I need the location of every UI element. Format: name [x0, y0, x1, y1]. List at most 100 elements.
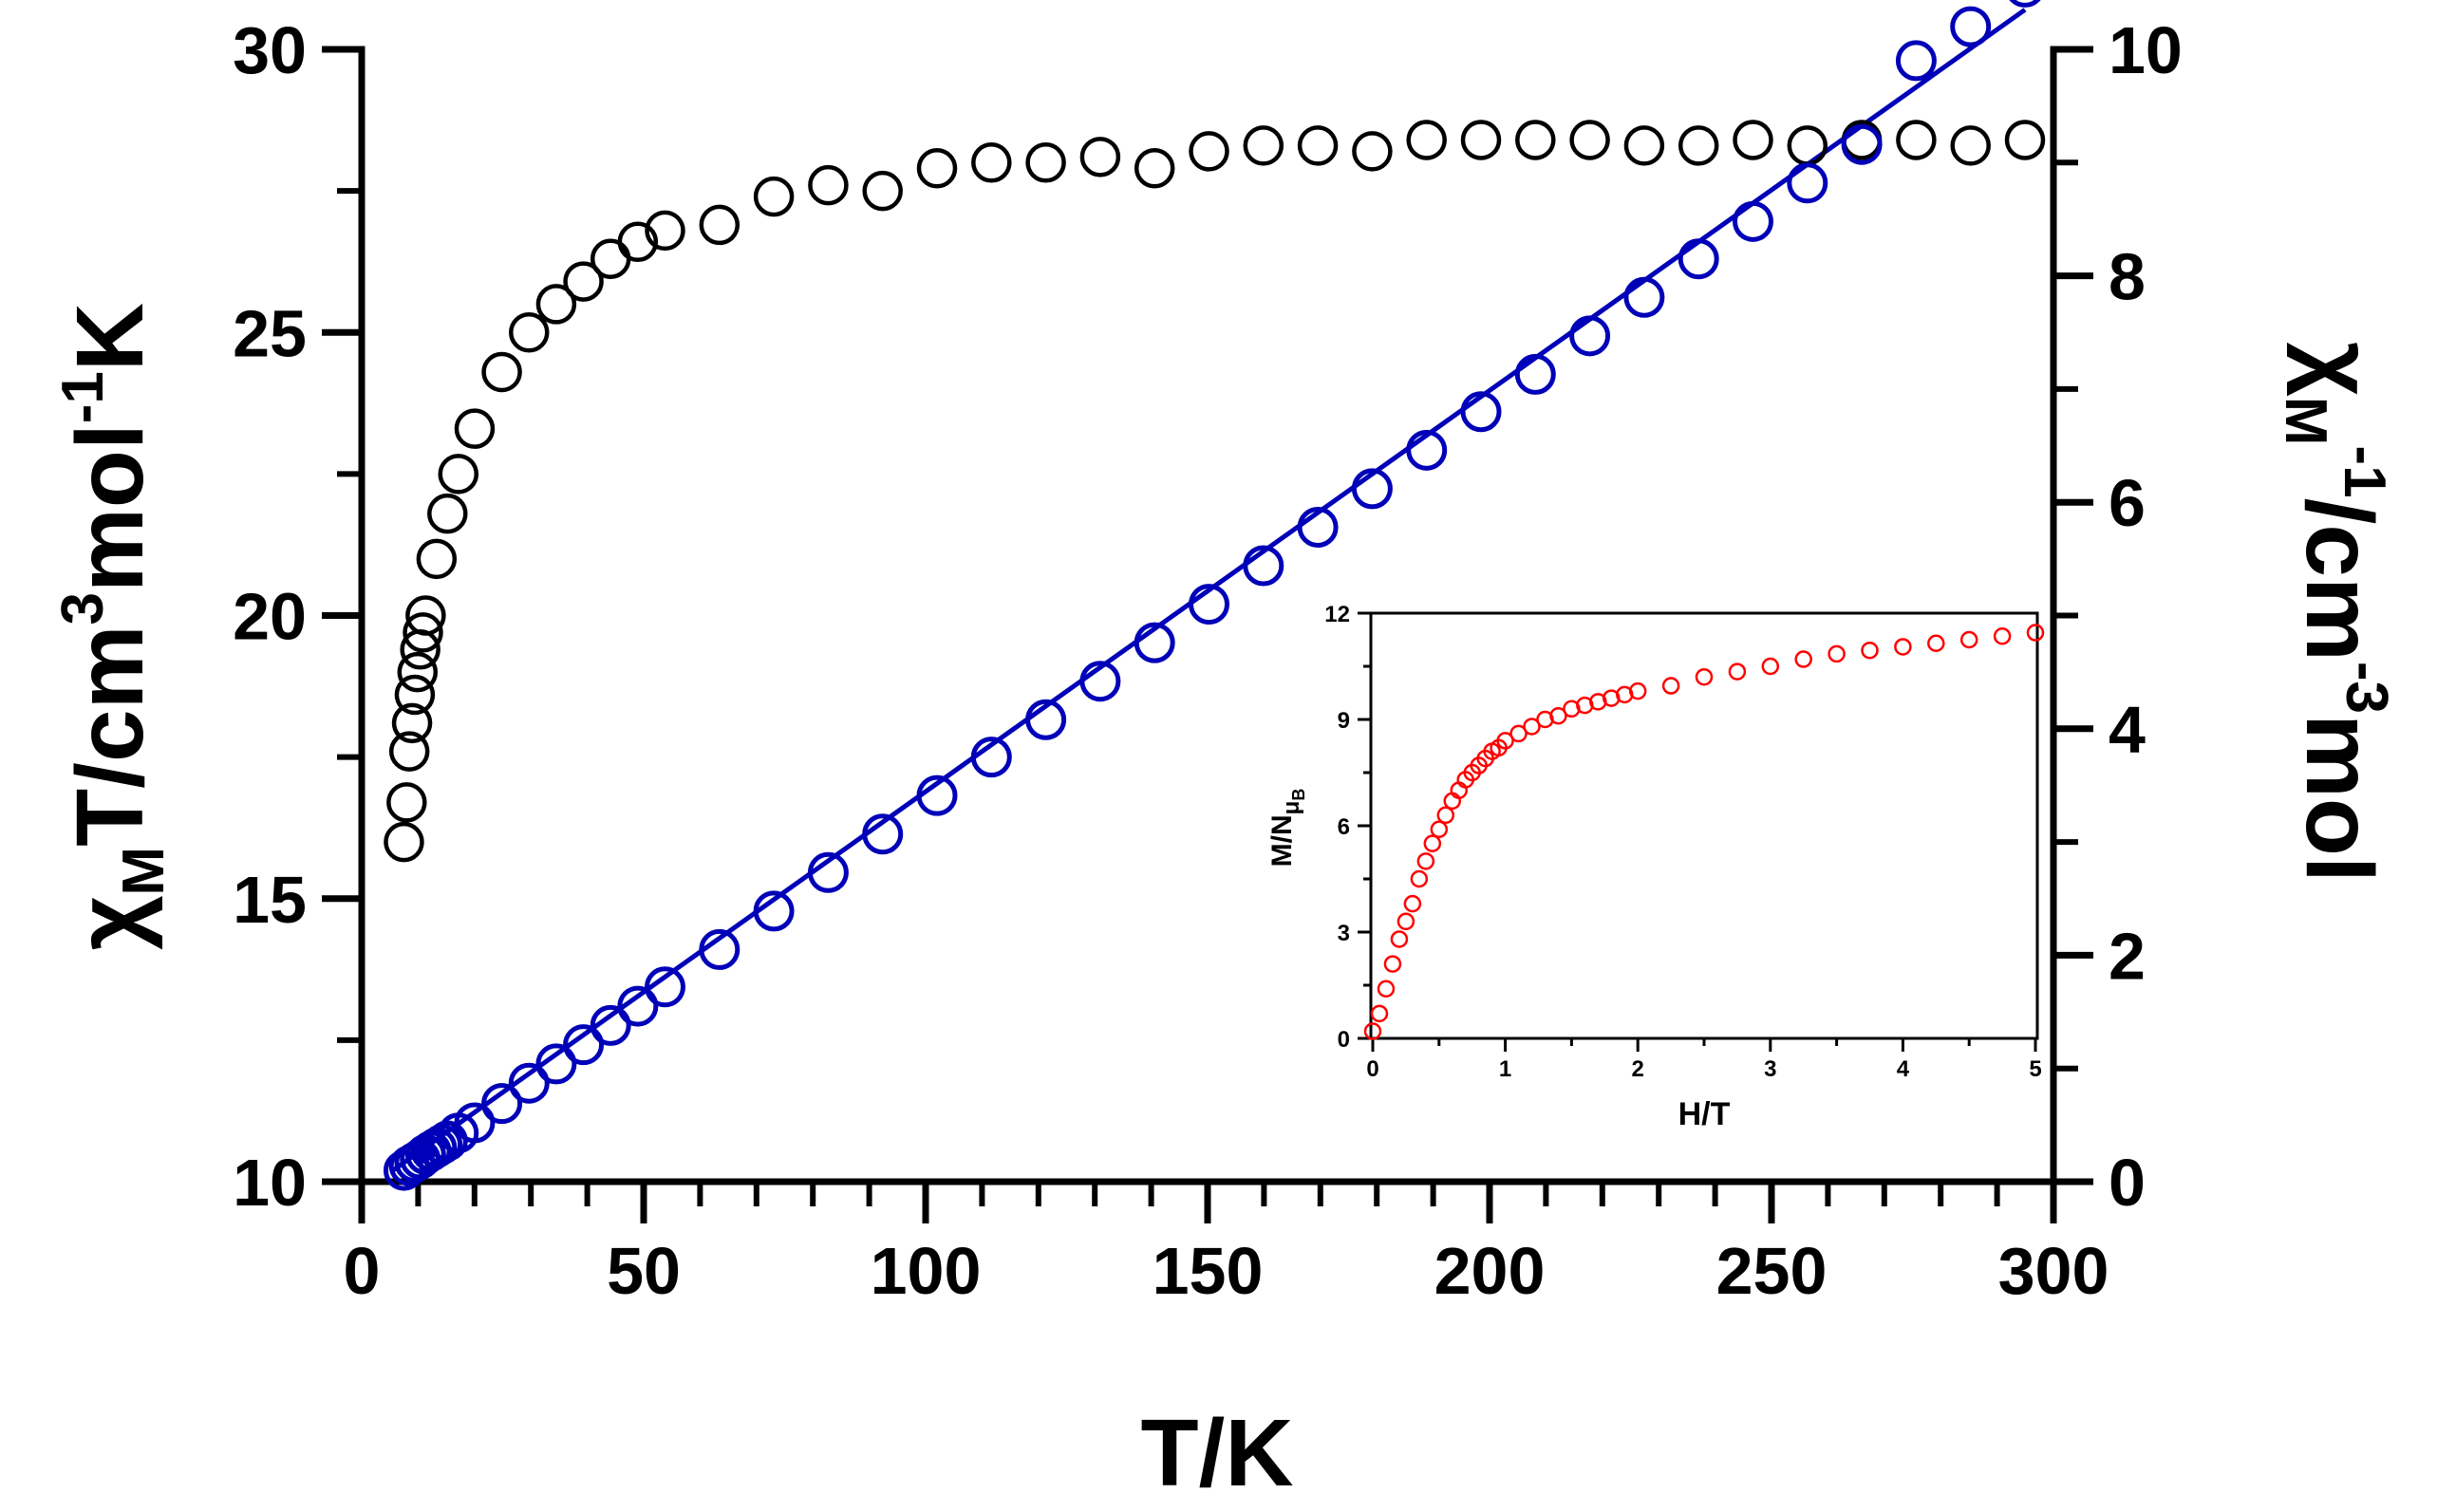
- inset-x-tick-label: 0: [1366, 1056, 1378, 1082]
- chimt-point: [1515, 120, 1556, 160]
- chimt-point: [403, 612, 443, 653]
- inset-x-axis-title: H/T: [1678, 1096, 1731, 1132]
- right-y-tick-label: 6: [2109, 466, 2146, 540]
- inset-magnetization-point: [1761, 657, 1780, 676]
- ylabel-left-sup1: 3: [50, 592, 116, 625]
- inset-x-tick-label: 1: [1499, 1056, 1511, 1082]
- chim-inverse-point: [590, 1004, 631, 1046]
- inset-x-tick-label: 5: [2029, 1056, 2041, 1082]
- chimt-point: [394, 674, 436, 716]
- chim-inverse-point: [1079, 661, 1121, 702]
- inset-x-tick-label: 4: [1897, 1056, 1910, 1082]
- left-y-tick-label: 25: [233, 296, 307, 370]
- chim-inverse-point: [416, 1127, 458, 1168]
- x-tick-label: 150: [1153, 1234, 1264, 1308]
- inset-magnetization-point: [1430, 820, 1449, 838]
- right-y-tick-label: 4: [2109, 693, 2146, 767]
- inset-magnetization-point: [1363, 1022, 1382, 1040]
- inset-magnetization-point: [1383, 955, 1402, 973]
- chim-inverse-point: [1460, 391, 1502, 433]
- inset-y-tick-label: 6: [1338, 814, 1350, 840]
- inset-magnetization-point: [1794, 650, 1812, 668]
- chimt-point: [2004, 120, 2046, 160]
- left-y-tick-label: 30: [233, 13, 307, 87]
- chimt-point: [509, 312, 550, 353]
- inset-magnetization-point: [1661, 677, 1680, 695]
- chimt-point: [563, 261, 604, 302]
- chim-inverse-point: [1895, 40, 1937, 82]
- chim-inverse-point: [753, 890, 795, 932]
- x-tick-label: 100: [871, 1234, 982, 1308]
- inset-magnetization-point: [1628, 681, 1647, 700]
- chimt-point: [1025, 142, 1066, 183]
- chimt-point: [438, 454, 479, 495]
- ylabel-left-mid1: T/cm: [57, 625, 163, 847]
- chim-inverse-point: [807, 851, 849, 893]
- chim-inverse-point: [970, 737, 1012, 778]
- right-y-tick-label: 2: [2109, 919, 2146, 993]
- chim-inverse-point: [1569, 315, 1611, 357]
- left-y-tick-label: 15: [233, 863, 307, 937]
- ylabel-right-sup1: -1: [2332, 445, 2397, 497]
- chimt-point: [808, 164, 849, 206]
- chim-inverse-point: [1025, 699, 1067, 740]
- inset-magnetization-series: [1363, 624, 2045, 1040]
- chim-inverse-point: [1678, 238, 1719, 280]
- right-y-tick-label: 10: [2109, 13, 2183, 87]
- x-tick-label: 300: [1998, 1234, 2109, 1308]
- left-y-tick-label: 10: [233, 1146, 307, 1220]
- chim-inverse-point: [699, 928, 740, 970]
- chim-inverse-point: [1134, 622, 1175, 663]
- right-y-tick-label: 0: [2109, 1146, 2146, 1220]
- chim-inverse-series: [383, 0, 2041, 1191]
- chimt-point: [481, 351, 522, 393]
- x-tick-label: 0: [344, 1234, 381, 1308]
- chimt-point: [1406, 120, 1447, 160]
- chim-inverse-point: [862, 813, 904, 855]
- chimt-point: [1079, 137, 1121, 177]
- chim-inverse-point: [535, 1043, 577, 1085]
- chimt-point: [1569, 120, 1610, 160]
- chim-inverse-point: [617, 985, 659, 1027]
- chim-inverse-point: [508, 1062, 550, 1104]
- axis-titles: T/K χMT/cm3mol-1K χM-1/cm-3mol: [50, 303, 2399, 1506]
- ylabel-right-mid: /cm: [2286, 498, 2392, 662]
- chim-inverse-point: [1351, 468, 1393, 510]
- inset-magnetization-point: [2026, 624, 2045, 642]
- ylabel-left-mid2: mol: [57, 423, 163, 592]
- chimt-point: [454, 408, 496, 449]
- inset-magnetization-point: [1370, 1004, 1389, 1023]
- chimt-point: [1243, 125, 1284, 166]
- chimt-point: [416, 538, 458, 580]
- ylabel-right-sup2: -3: [2334, 662, 2399, 714]
- left-y-tick-label: 20: [233, 580, 307, 654]
- ylabel-right-sub: M: [2273, 397, 2338, 446]
- inset-y-tick-label: 3: [1338, 921, 1350, 946]
- chimt-point: [535, 284, 577, 325]
- chimt-point: [405, 595, 446, 636]
- chimt-point: [1896, 120, 1937, 160]
- x-axis-title: T/K: [1140, 1400, 1293, 1506]
- inset-magnetization-point: [1410, 869, 1429, 888]
- chimt-point: [388, 731, 430, 772]
- inset-y-axis-title: M/NμB: [1266, 789, 1308, 868]
- inset-y-tick-label: 9: [1338, 708, 1350, 734]
- chim-inverse-point: [916, 775, 958, 816]
- inset-x-tick-label: 3: [1764, 1056, 1776, 1082]
- inset-magnetization-point: [1436, 806, 1455, 825]
- chimt-point: [391, 702, 433, 744]
- ylabel-left-base: χ: [57, 895, 163, 950]
- chimt-point: [397, 651, 439, 693]
- chimt-point: [617, 221, 659, 263]
- x-tick-label: 250: [1716, 1234, 1828, 1308]
- inset-x-tick-label: 2: [1632, 1056, 1644, 1082]
- inset-magnetization-point: [1423, 834, 1442, 852]
- inset-frame: [1369, 611, 2039, 1040]
- chimt-point: [1678, 125, 1719, 166]
- chimt-point: [427, 493, 468, 534]
- chim-inverse-point: [563, 1024, 605, 1066]
- inset-magnetization-point: [1390, 930, 1409, 948]
- inset-magnetization-point: [1927, 634, 1945, 652]
